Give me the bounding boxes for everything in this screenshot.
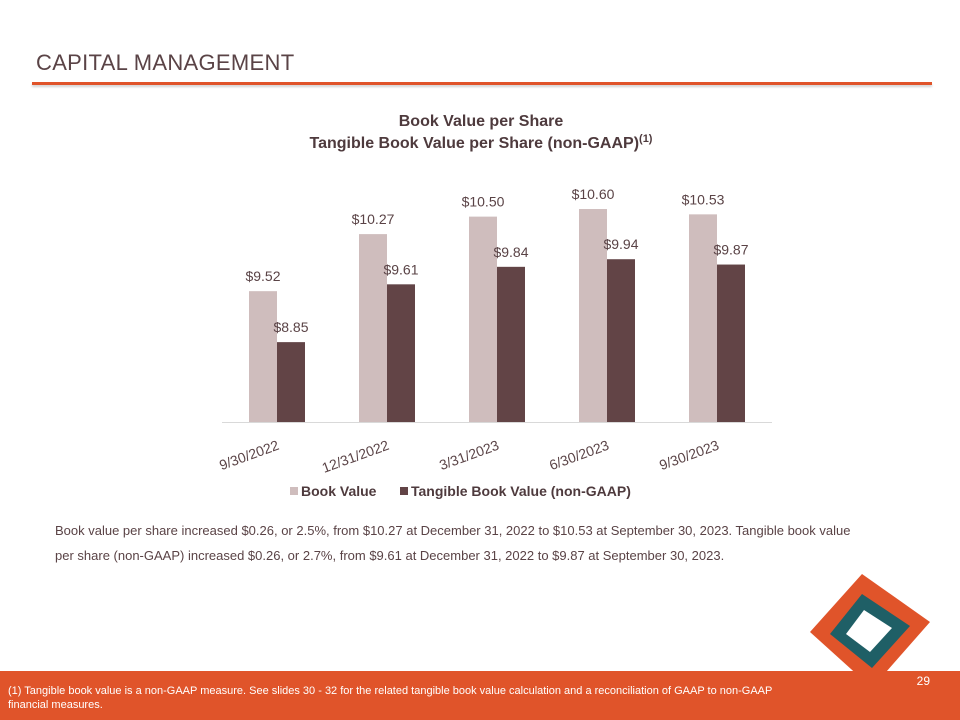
chart-subtitle: Tangible Book Value per Share (non-GAAP)… [310, 133, 653, 152]
footer-bar: 29 (1) Tangible book value is a non-GAAP… [0, 671, 960, 720]
x-tick-label-4: 9/30/2023 [657, 437, 721, 473]
bar-tangible-book-value-4 [717, 264, 745, 422]
bar-book-value-1 [359, 234, 387, 422]
legend-label-0: Book Value [301, 483, 377, 499]
summary-text: Book value per share increased $0.26, or… [55, 523, 851, 563]
bar-tangible-book-value-1 [387, 284, 415, 422]
bar-book-value-4 [689, 214, 717, 422]
label-tangible-book-value-3: $9.94 [603, 236, 638, 252]
footnote: (1) Tangible book value is a non-GAAP me… [8, 685, 773, 711]
page-number: 29 [916, 674, 930, 688]
logo-inner-diamond [846, 610, 892, 652]
label-book-value-2: $10.50 [462, 194, 505, 210]
bar-tangible-book-value-3 [607, 259, 635, 422]
bar-book-value-2 [469, 216, 497, 422]
book-value-chart: Book Value per Share Tangible Book Value… [217, 113, 772, 499]
x-tick-labels: 9/30/2022 12/31/2022 3/31/2023 6/30/2023 9/3… [217, 437, 721, 476]
chart-title: Book Value per Share [399, 113, 564, 130]
chart-subtitle-superscript: (1) [639, 133, 653, 145]
chart-legend: Book Value Tangible Book Value (non-GAAP) [290, 483, 631, 499]
label-tangible-book-value-1: $9.61 [383, 261, 418, 277]
company-logo [810, 574, 930, 688]
title-divider [32, 82, 932, 85]
bars-group: $9.52 $8.85 $10.27 $9.61 $10.50 $9.84 $10.60 $9… [245, 186, 749, 422]
label-book-value-1: $10.27 [352, 211, 395, 227]
bar-book-value-3 [579, 209, 607, 422]
bar-tangible-book-value-0 [277, 342, 305, 422]
label-tangible-book-value-2: $9.84 [493, 244, 528, 260]
bar-book-value-0 [249, 291, 277, 422]
bar-tangible-book-value-2 [497, 266, 525, 422]
label-tangible-book-value-0: $8.85 [273, 319, 308, 335]
label-book-value-3: $10.60 [572, 186, 615, 202]
x-tick-label-3: 6/30/2023 [547, 437, 611, 473]
label-book-value-4: $10.53 [682, 191, 725, 207]
legend-swatch-0 [290, 487, 298, 495]
x-tick-label-0: 9/30/2022 [217, 437, 281, 473]
legend-label-1: Tangible Book Value (non-GAAP) [411, 483, 631, 499]
label-book-value-0: $9.52 [245, 268, 280, 284]
x-tick-label-1: 12/31/2022 [320, 437, 392, 476]
chart-subtitle-text: Tangible Book Value per Share (non-GAAP) [310, 135, 640, 152]
legend-swatch-1 [400, 487, 408, 495]
x-tick-label-2: 3/31/2023 [437, 437, 501, 473]
slide-title: CAPITAL MANAGEMENT [36, 50, 295, 75]
label-tangible-book-value-4: $9.87 [713, 242, 748, 258]
